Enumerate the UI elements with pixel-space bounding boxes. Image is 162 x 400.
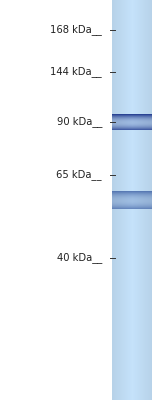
Text: 168 kDa__: 168 kDa__: [50, 24, 102, 36]
Text: 65 kDa__: 65 kDa__: [57, 170, 102, 180]
Text: 40 kDa__: 40 kDa__: [57, 252, 102, 264]
Text: 90 kDa__: 90 kDa__: [57, 116, 102, 128]
Text: 144 kDa__: 144 kDa__: [50, 66, 102, 78]
